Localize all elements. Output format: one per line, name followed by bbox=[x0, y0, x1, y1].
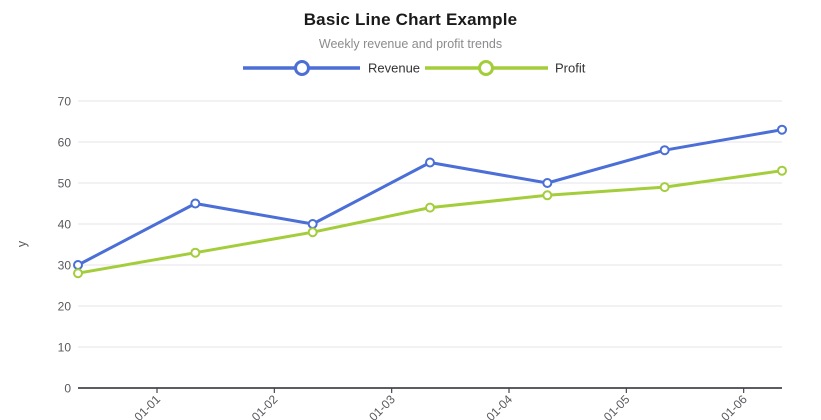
y-tick-label: 40 bbox=[58, 218, 72, 232]
y-tick-label: 0 bbox=[64, 382, 71, 396]
y-tick-label: 20 bbox=[58, 300, 72, 314]
profit-marker bbox=[542, 190, 553, 201]
legend: Revenue Profit bbox=[243, 60, 586, 76]
y-tick-label: 50 bbox=[58, 177, 72, 191]
x-tick-label: 01-04 bbox=[484, 392, 516, 420]
gridlines bbox=[78, 100, 782, 348]
y-axis-title: y bbox=[15, 240, 29, 247]
chart-title: Basic Line Chart Example bbox=[303, 10, 518, 29]
profit-legend-marker-icon bbox=[478, 60, 494, 76]
y-tick-label: 70 bbox=[58, 95, 72, 109]
plot-series bbox=[73, 124, 787, 279]
y-tick-label: 60 bbox=[58, 136, 72, 150]
revenue-marker bbox=[307, 219, 318, 229]
y-tick-label: 30 bbox=[58, 259, 72, 273]
revenue-marker bbox=[542, 178, 553, 188]
revenue-marker bbox=[777, 124, 787, 135]
y-tick-label: 10 bbox=[58, 341, 72, 355]
profit-marker bbox=[307, 227, 318, 238]
revenue-legend-marker-icon bbox=[294, 60, 310, 76]
revenue-marker bbox=[425, 157, 435, 168]
x-tick-label: 01-06 bbox=[718, 392, 750, 420]
profit-marker bbox=[190, 247, 201, 258]
profit-marker bbox=[659, 182, 670, 193]
x-tick-label: 01-02 bbox=[249, 392, 281, 420]
legend-label-revenue: Revenue bbox=[368, 61, 420, 76]
x-tick-label: 01-01 bbox=[132, 392, 164, 420]
legend-item-profit[interactable]: Profit bbox=[425, 60, 586, 76]
chart-subtitle: Weekly revenue and profit trends bbox=[318, 37, 503, 51]
revenue-marker bbox=[659, 145, 670, 156]
legend-item-revenue[interactable]: Revenue bbox=[243, 60, 420, 76]
revenue-marker bbox=[73, 260, 83, 270]
revenue-marker bbox=[190, 198, 201, 209]
x-tick-label: 01-05 bbox=[601, 392, 633, 420]
y-axis-labels: 0 10 20 30 40 50 60 70 bbox=[58, 95, 72, 396]
x-axis: 01-01 01-02 01-03 01-04 01-05 01-06 bbox=[78, 387, 782, 420]
x-tick-label: 01-03 bbox=[366, 392, 398, 420]
profit-marker bbox=[425, 202, 435, 213]
revenue-line bbox=[76, 128, 784, 267]
profit-line bbox=[76, 169, 784, 275]
profit-marker bbox=[73, 268, 83, 279]
legend-label-profit: Profit bbox=[555, 61, 586, 76]
profit-marker bbox=[777, 165, 787, 176]
